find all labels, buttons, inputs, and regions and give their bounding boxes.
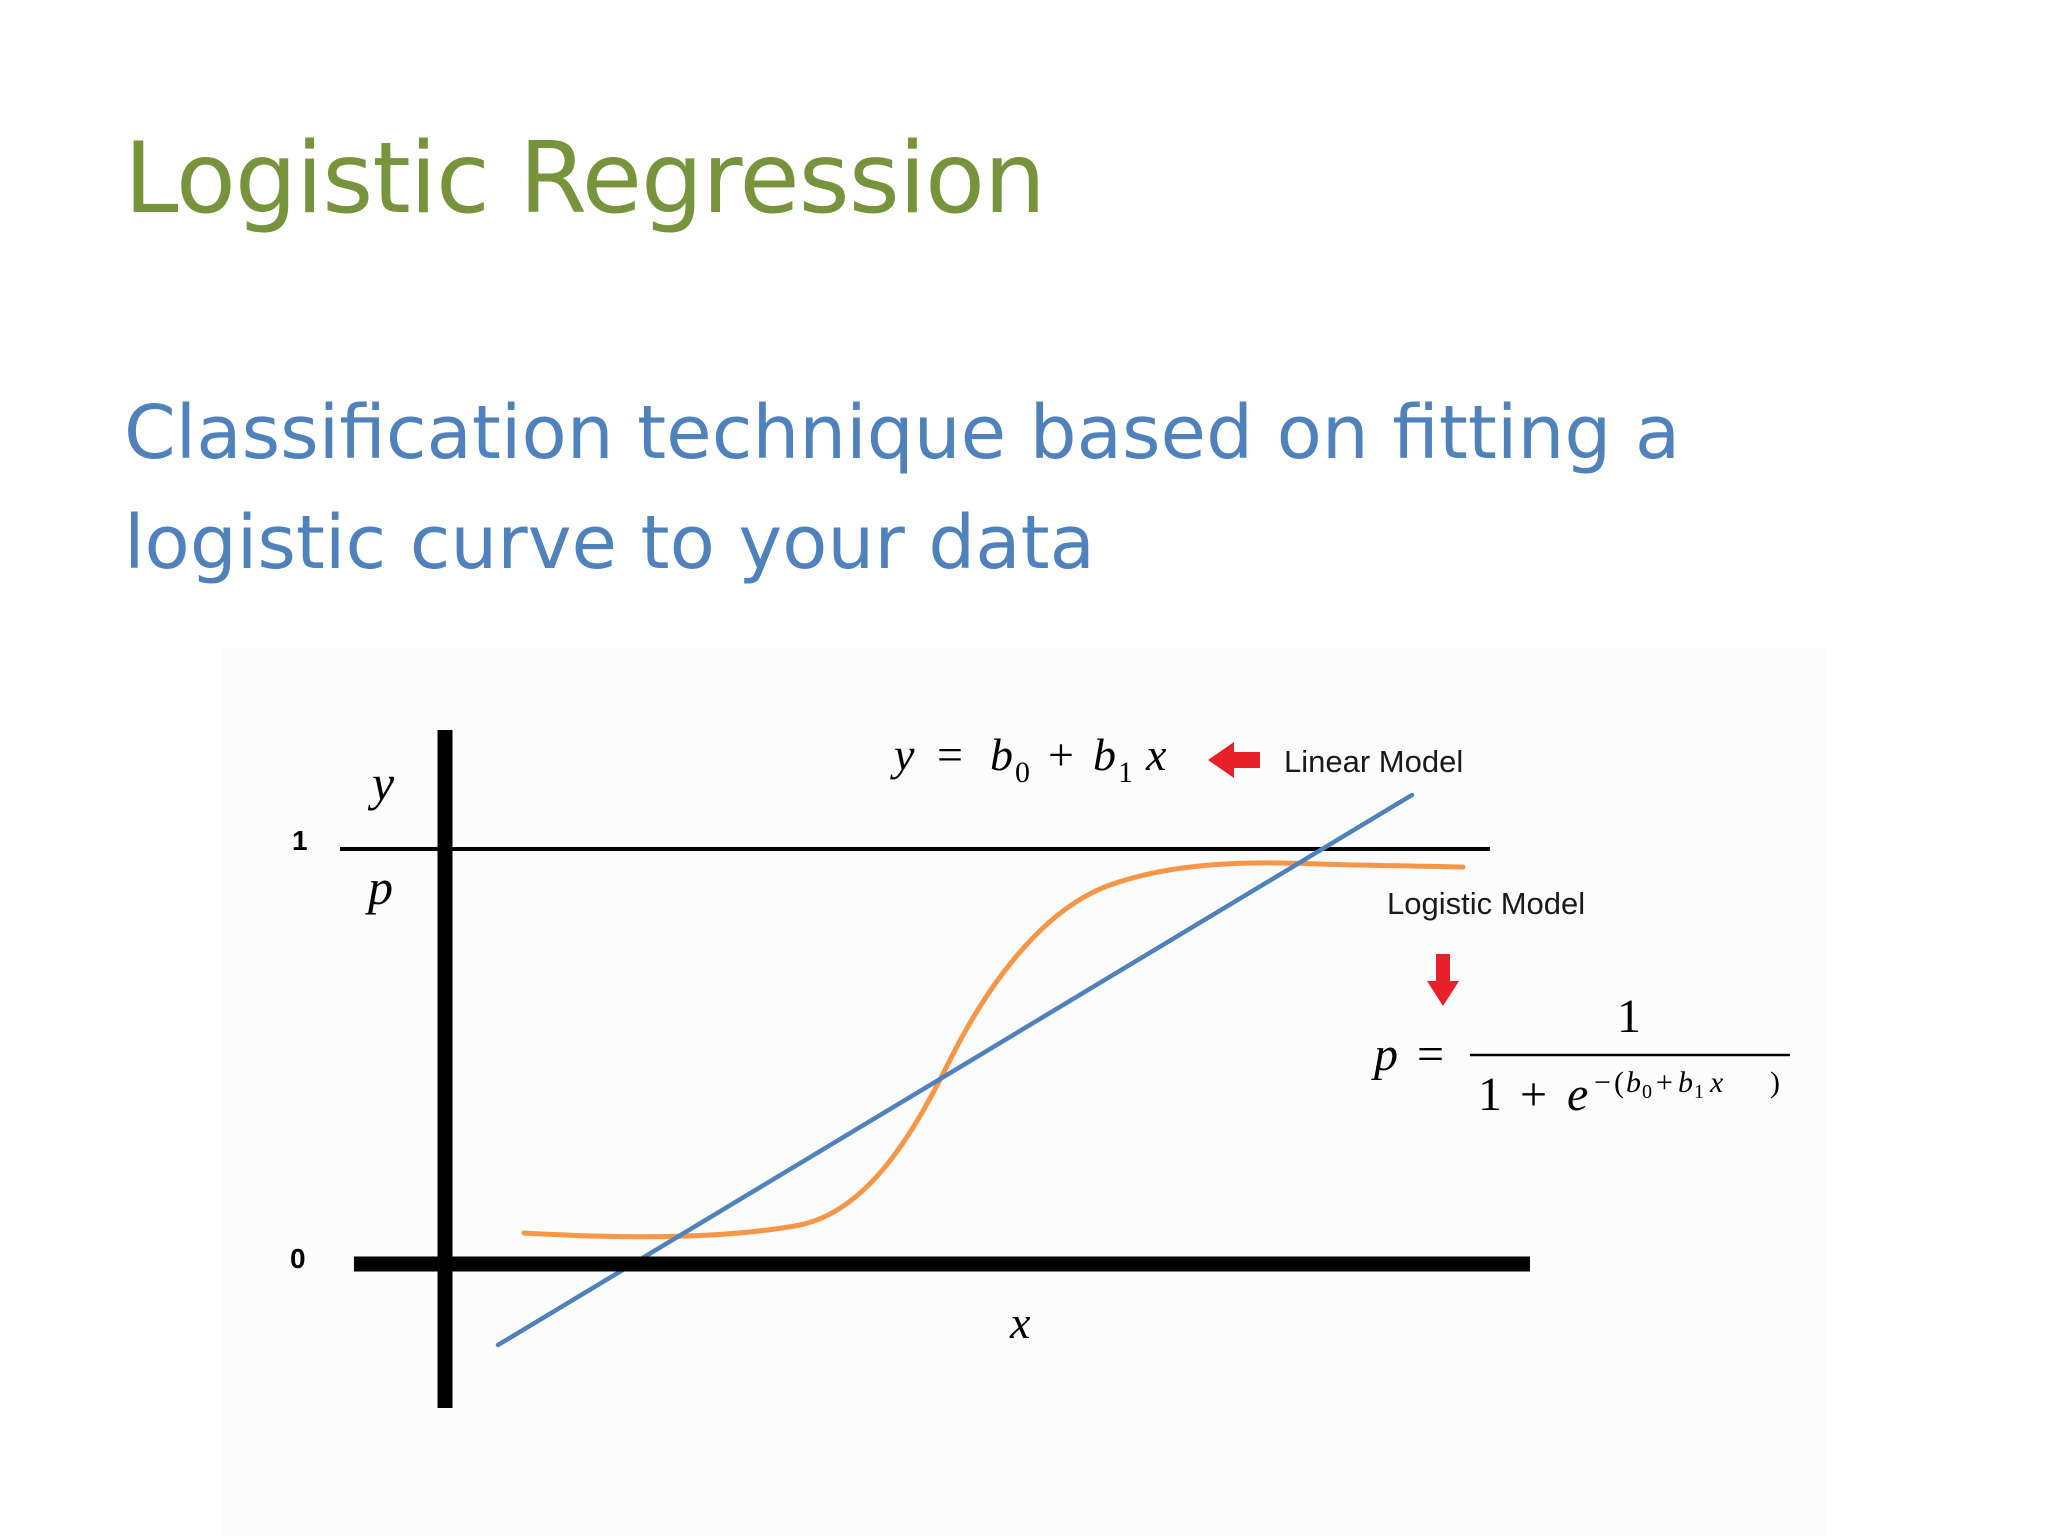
tick-label-zero: 0 xyxy=(290,1243,306,1274)
tick-label-one: 1 xyxy=(292,825,308,856)
linear-model-label: Linear Model xyxy=(1284,744,1463,779)
p-axis-label: p xyxy=(365,859,393,915)
x-axis-label: x xyxy=(1009,1297,1031,1348)
logistic-formula-exp-sub1: 1 xyxy=(1694,1081,1704,1103)
arrow-left-icon xyxy=(1208,742,1260,778)
logistic-formula-numerator: 1 xyxy=(1617,990,1641,1043)
diagram-backdrop xyxy=(222,648,1827,1536)
logistic-formula-p: p xyxy=(1371,1028,1398,1081)
logistic-model-label: Logistic Model xyxy=(1387,886,1585,921)
slide-subtitle: Classification technique based on fittin… xyxy=(124,378,1924,598)
subtitle-line-2: logistic curve to your data xyxy=(124,500,1095,586)
logistic-formula-exp-x: x xyxy=(1709,1066,1724,1099)
formula-b0-subscript: 0 xyxy=(1015,756,1030,789)
formula-equals: = xyxy=(937,729,963,780)
formula-y: y xyxy=(890,729,915,780)
logistic-model-formula: p = 1 1 + e − ( b 0 + b 1 x ) xyxy=(1371,990,1790,1121)
logistic-formula-exp-minus: − xyxy=(1594,1066,1611,1099)
subtitle-line-1: Classification technique based on fittin… xyxy=(124,390,1681,476)
y-axis-label: y xyxy=(367,755,395,811)
formula-plus: + xyxy=(1048,729,1074,780)
formula-x: x xyxy=(1145,729,1167,780)
logistic-formula-exp-b0: b xyxy=(1626,1066,1641,1099)
formula-b1-subscript: 1 xyxy=(1118,756,1133,789)
logistic-formula-exp-close: ) xyxy=(1770,1066,1780,1099)
logistic-formula-den-plus: + xyxy=(1520,1068,1547,1121)
logistic-formula-exp-sub0: 0 xyxy=(1642,1081,1652,1103)
logistic-curve xyxy=(521,860,1466,1240)
logistic-formula-equals: = xyxy=(1417,1028,1444,1081)
formula-b1: b xyxy=(1093,729,1116,780)
logistic-formula-exp-plus: + xyxy=(1656,1066,1673,1099)
arrow-down-icon xyxy=(1427,954,1459,1006)
slide-title: Logistic Regression xyxy=(124,122,1046,236)
logistic-formula-den-one: 1 xyxy=(1478,1068,1502,1121)
logistic-formula-exp-b1: b xyxy=(1678,1066,1693,1099)
linear-model-line xyxy=(495,792,1415,1348)
logistic-formula-exp-open: ( xyxy=(1614,1066,1624,1099)
formula-b0: b xyxy=(990,729,1013,780)
linear-model-formula: y = b 0 + b 1 x xyxy=(890,729,1167,789)
logistic-formula-den-e: e xyxy=(1567,1068,1588,1121)
